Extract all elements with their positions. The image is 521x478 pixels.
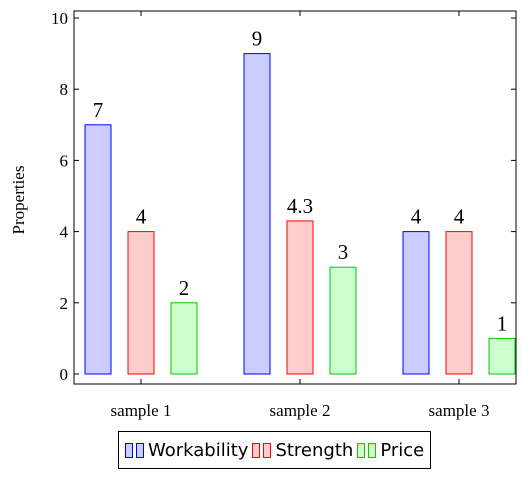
legend-item-strength: Strength	[252, 440, 353, 461]
legend-item-workability: Workability	[125, 440, 248, 461]
bar-strength	[445, 231, 473, 375]
x-tick-label: sample 2	[270, 401, 331, 420]
legend-swatch	[357, 442, 366, 458]
y-tick-label: 0	[60, 365, 69, 384]
bar-price	[488, 337, 516, 375]
legend-swatch	[136, 442, 144, 458]
legend-swatch	[252, 442, 261, 458]
data-label: 4	[136, 205, 147, 229]
legend-label: Workability	[148, 439, 249, 461]
y-tick-label: 2	[60, 294, 69, 313]
data-label: 9	[252, 27, 263, 51]
legend-item-price: Price	[357, 440, 424, 461]
bar-strength	[286, 220, 314, 375]
bar-marks	[84, 53, 516, 375]
y-tick-label: 8	[60, 80, 69, 99]
x-tick-label: sample 1	[111, 401, 172, 420]
bar-price	[170, 302, 198, 375]
bar-workability	[243, 53, 271, 375]
bar-price	[329, 266, 357, 375]
y-tick-label: 10	[51, 9, 68, 28]
data-label: 4	[411, 205, 422, 229]
plot-frame	[73, 10, 517, 385]
y-tick-label: 4	[60, 223, 69, 242]
legend-swatch	[263, 442, 272, 458]
y-tick-label: 6	[60, 151, 69, 170]
legend-label: Strength	[275, 439, 354, 461]
data-label: 4	[454, 205, 465, 229]
legend-swatch	[125, 442, 133, 458]
legend: Workability Strength Price	[118, 431, 432, 469]
legend-swatch	[368, 442, 377, 458]
data-label: 4.3	[287, 194, 313, 218]
bar-strength	[127, 231, 155, 375]
bar-chart: 0 2 4 6 8 10 sample 1 sample 2 sample 3 7 9 4 4 4.3 4…	[9, 9, 517, 420]
bar-workability	[84, 124, 112, 375]
legend-label: Price	[380, 439, 425, 461]
data-label: 7	[93, 98, 104, 122]
data-label: 2	[179, 276, 190, 300]
bar-workability	[402, 231, 430, 375]
data-labels: 7 9 4 4 4.3 4 2 3 1	[93, 27, 508, 336]
plot-axes: 0 2 4 6 8 10 sample 1 sample 2 sample 3	[51, 9, 517, 420]
y-axis-label: Properties	[9, 166, 28, 235]
x-tick-label: sample 3	[429, 401, 490, 420]
data-label: 3	[338, 240, 349, 264]
data-label: 1	[497, 311, 508, 335]
